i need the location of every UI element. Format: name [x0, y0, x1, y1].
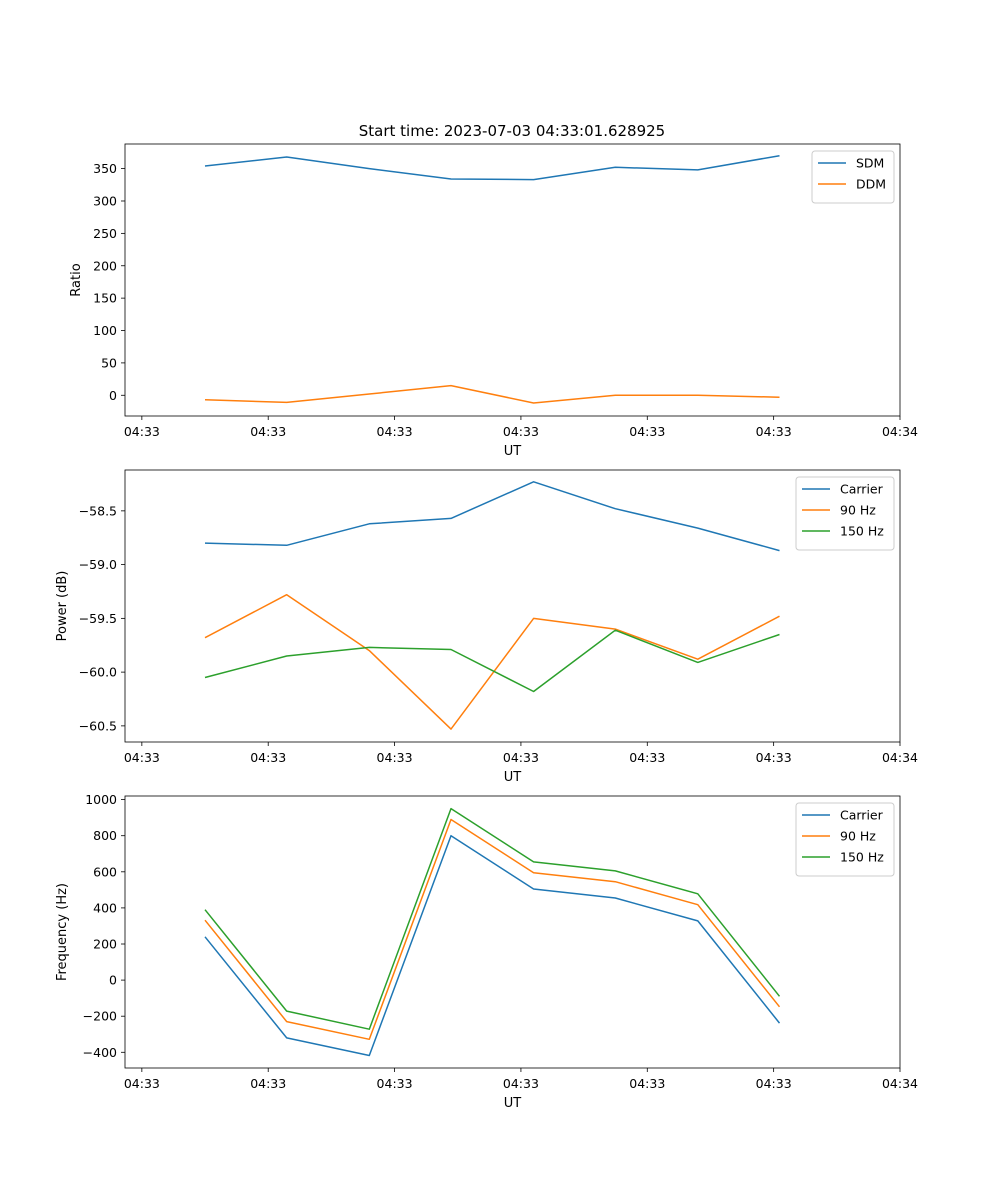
y-tick-label: 250 — [93, 226, 117, 241]
y-tick-label: 400 — [93, 900, 117, 915]
legend: SDM DDM — [811, 150, 895, 204]
y-tick-label: 50 — [101, 355, 117, 370]
series-line-90-hz — [204, 818, 781, 1041]
x-tick-label: 04:34 — [882, 424, 918, 439]
x-tick-label: 04:34 — [882, 1076, 918, 1091]
x-tick-label: 04:33 — [503, 750, 539, 765]
series-line-carrier — [204, 481, 780, 552]
chart-panel-2: −60.5 −60.0 −59.5 −59.0 −58.5 04:33 04:33 04:33… — [55, 469, 918, 785]
chart-panel-1: 0 50 100 150 200 250 300 350 04:33 04:33 04:33 04:3… — [69, 143, 918, 459]
legend-frame — [811, 150, 895, 204]
y-tick-label: 0 — [109, 973, 117, 988]
y-tick-label: −58.5 — [79, 503, 117, 518]
figure-title: Start time: 2023-07-03 04:33:01.628925 — [359, 122, 665, 140]
chart-panels: 0 50 100 150 200 250 300 350 04:33 04:33 04:33 04:3… — [55, 143, 918, 1111]
x-axis-label: UT — [504, 1096, 522, 1111]
x-tick-label: 04:33 — [629, 1076, 665, 1091]
x-tick-label: 04:33 — [250, 1076, 286, 1091]
series-line-sdm — [204, 154, 780, 181]
y-tick-label: 200 — [93, 937, 117, 952]
y-axis-label: Frequency (Hz) — [55, 883, 70, 981]
x-tick-label: 04:33 — [756, 750, 792, 765]
x-tick-label: 04:33 — [756, 1076, 792, 1091]
legend-label: DDM — [856, 177, 886, 192]
legend-label: 90 Hz — [840, 503, 876, 518]
x-tick-label: 04:33 — [250, 424, 286, 439]
x-tick-label: 04:33 — [629, 750, 665, 765]
legend-label: 150 Hz — [840, 850, 884, 865]
y-tick-label: 0 — [109, 388, 117, 403]
x-tick-label: 04:33 — [124, 1076, 160, 1091]
y-tick-label: −59.0 — [79, 557, 117, 572]
series-line-carrier — [204, 834, 781, 1057]
y-tick-label: −60.5 — [79, 718, 117, 733]
x-tick-label: 04:33 — [756, 424, 792, 439]
legend-label: 90 Hz — [840, 829, 876, 844]
series-line-150-hz — [204, 629, 780, 693]
series-line-150-hz — [204, 807, 781, 1030]
x-tick-label: 04:33 — [377, 424, 413, 439]
x-tick-label: 04:33 — [250, 750, 286, 765]
y-axis-label: Power (dB) — [55, 571, 70, 642]
x-tick-label: 04:33 — [124, 750, 160, 765]
x-tick-label: 04:33 — [377, 750, 413, 765]
y-tick-label: 200 — [93, 258, 117, 273]
x-axis-label: UT — [504, 444, 522, 459]
axes-frame — [124, 795, 901, 1069]
legend-label: 150 Hz — [840, 524, 884, 539]
x-tick-label: 04:33 — [124, 424, 160, 439]
legend-label: Carrier — [840, 808, 884, 823]
series-line-90-hz — [204, 593, 780, 730]
x-tick-label: 04:34 — [882, 750, 918, 765]
x-tick-label: 04:33 — [377, 1076, 413, 1091]
legend: Carrier 90 Hz 150 Hz — [795, 476, 895, 551]
y-tick-label: −200 — [83, 1009, 117, 1024]
y-axis-label: Ratio — [69, 263, 84, 296]
legend: Carrier 90 Hz 150 Hz — [795, 802, 895, 877]
y-tick-label: 350 — [93, 161, 117, 176]
legend-label: Carrier — [840, 482, 884, 497]
y-tick-label: 100 — [93, 323, 117, 338]
y-tick-label: 150 — [93, 291, 117, 306]
axes-frame — [124, 469, 901, 743]
x-tick-label: 04:33 — [629, 424, 665, 439]
axes-frame — [124, 143, 901, 417]
y-tick-label: 300 — [93, 193, 117, 208]
y-tick-label: −60.0 — [79, 665, 117, 680]
y-tick-label: −400 — [83, 1045, 117, 1060]
y-tick-label: 1000 — [85, 792, 117, 807]
series-line-ddm — [204, 384, 780, 404]
y-tick-label: −59.5 — [79, 611, 117, 626]
legend-label: SDM — [856, 156, 884, 171]
y-tick-label: 800 — [93, 828, 117, 843]
chart-panel-3: −400 −200 0 200 400 600 800 1000 04:33 04:33 04:33… — [55, 792, 918, 1111]
x-axis-label: UT — [504, 770, 522, 785]
x-tick-label: 04:33 — [503, 1076, 539, 1091]
y-tick-label: 600 — [93, 864, 117, 879]
x-tick-label: 04:33 — [503, 424, 539, 439]
